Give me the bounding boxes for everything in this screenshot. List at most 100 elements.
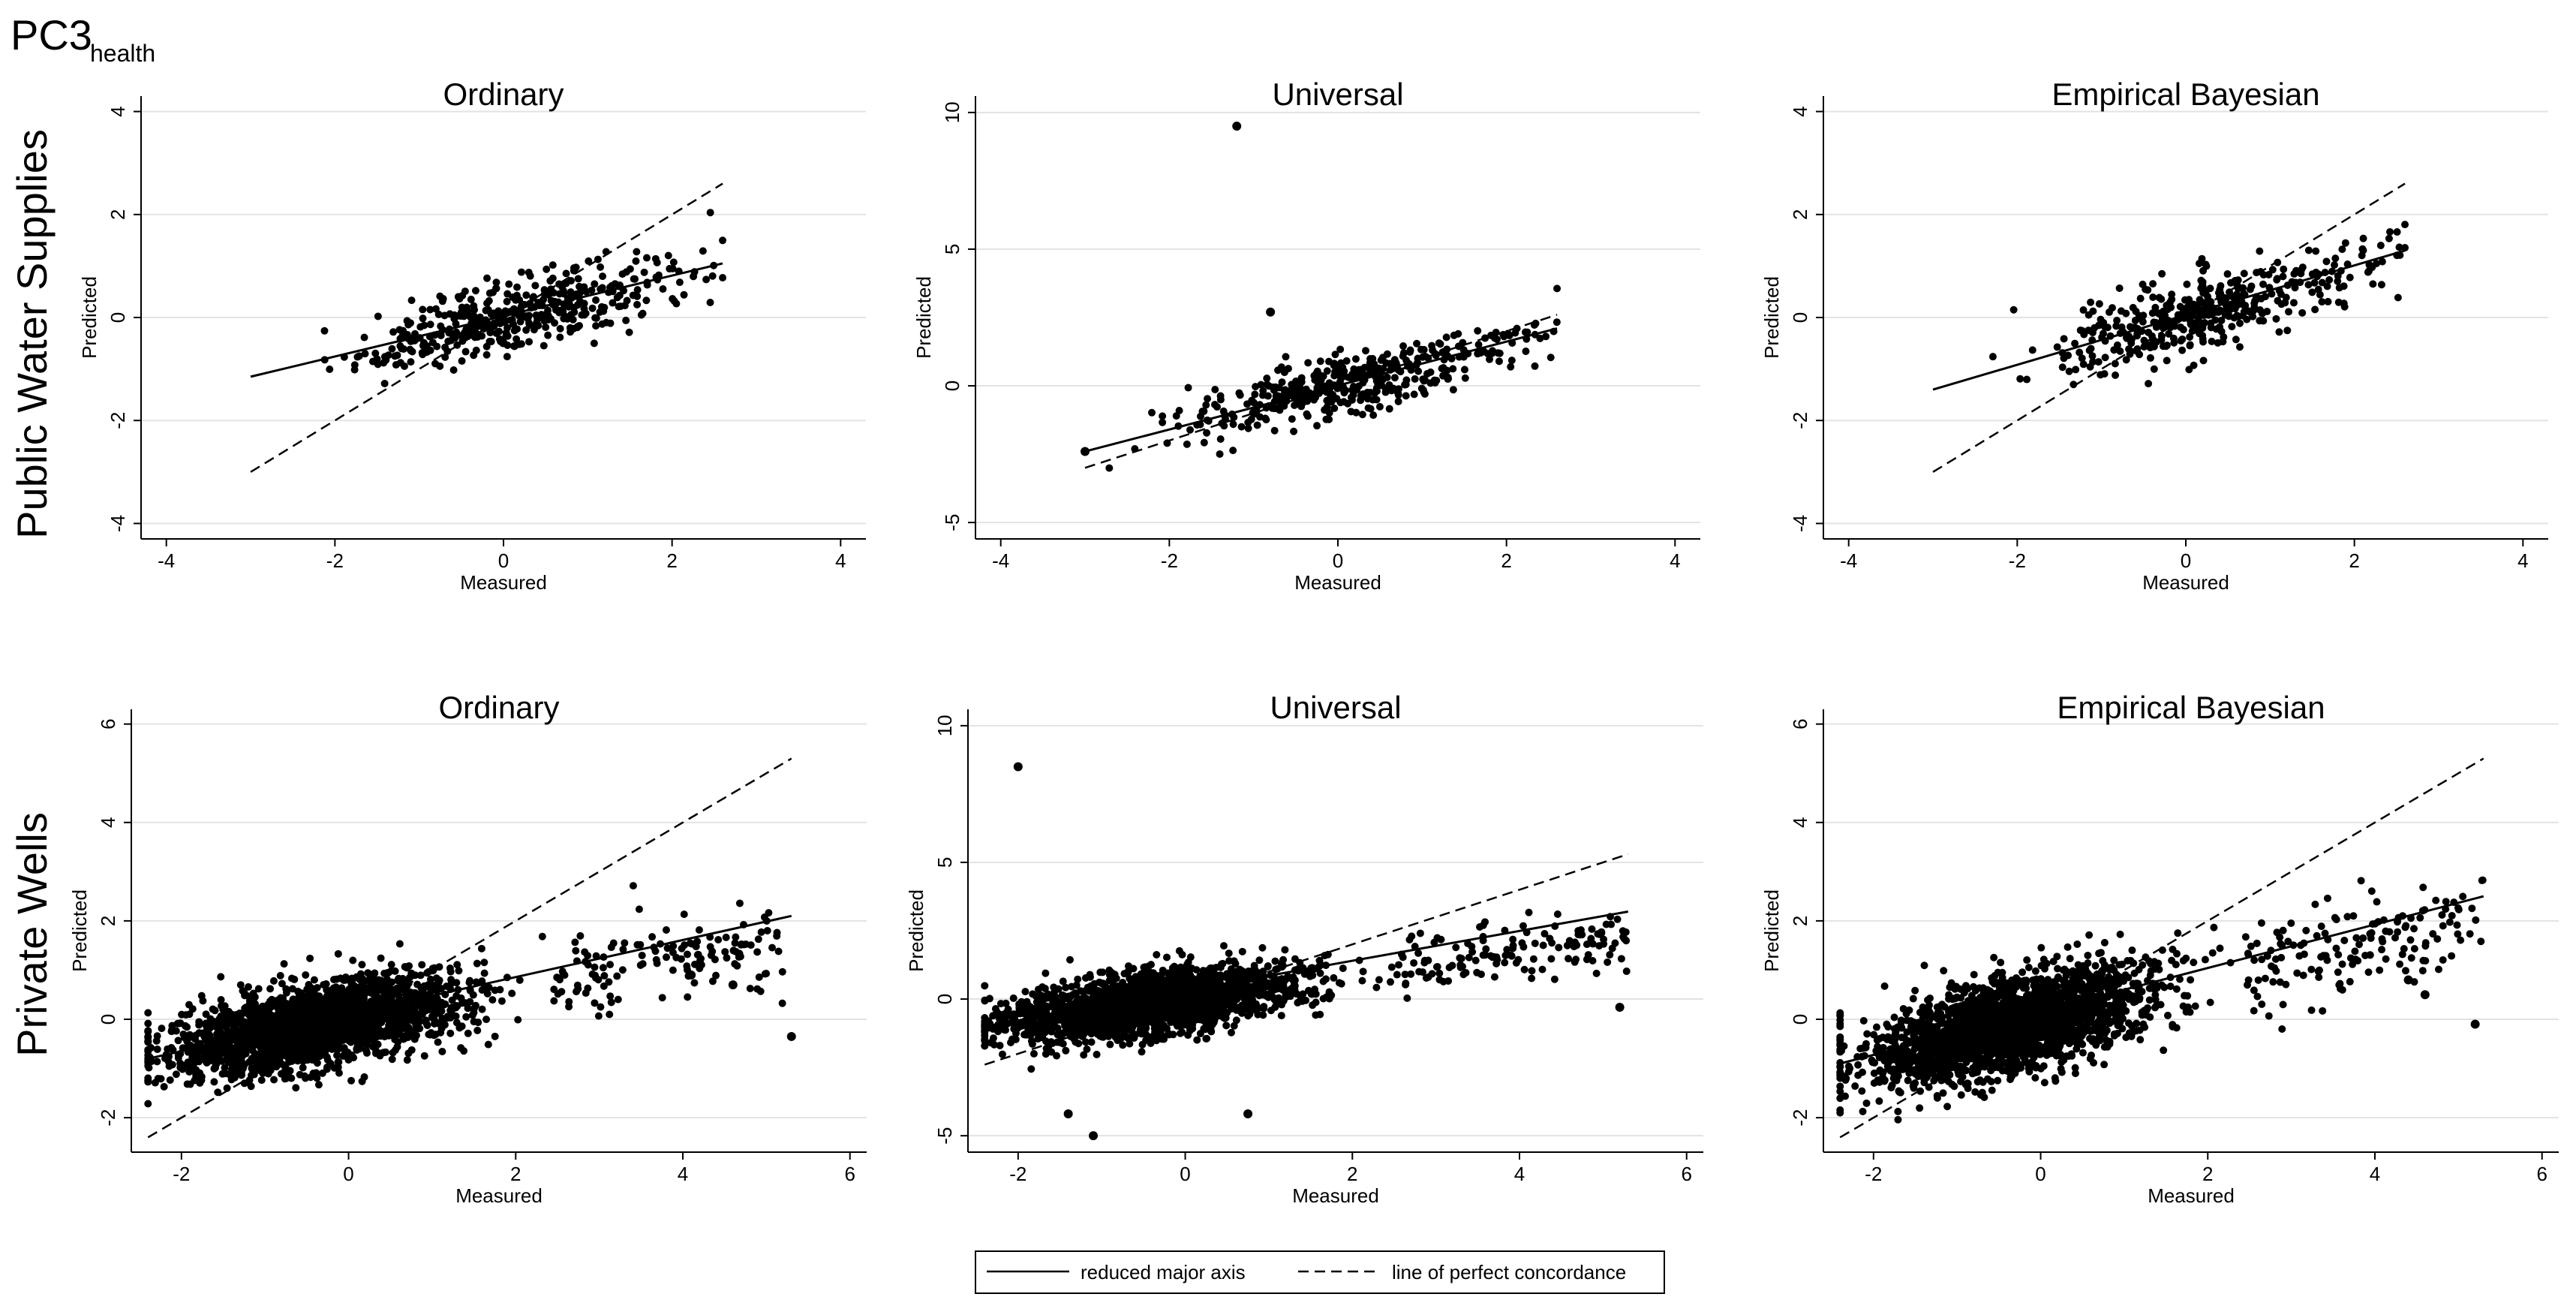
data-point — [409, 971, 417, 980]
data-point — [359, 977, 367, 986]
data-point — [419, 351, 427, 359]
data-point — [690, 979, 699, 987]
data-point — [629, 882, 637, 890]
data-point — [2211, 308, 2220, 316]
data-point — [452, 979, 461, 987]
data-point — [2228, 323, 2236, 331]
data-point — [391, 352, 399, 360]
data-point — [483, 274, 491, 282]
data-point — [1298, 387, 1306, 395]
data-point — [380, 969, 389, 977]
data-point — [2325, 275, 2334, 284]
data-point — [1410, 390, 1418, 399]
data-point — [546, 277, 555, 285]
data-point — [2359, 234, 2367, 242]
data-point — [314, 1081, 323, 1089]
data-point — [306, 954, 314, 962]
data-point — [525, 311, 533, 320]
data-point — [1248, 396, 1256, 405]
data-point — [1229, 420, 1237, 429]
data-point — [2394, 293, 2402, 302]
data-point — [488, 288, 497, 296]
x-tick-label: 4 — [835, 549, 846, 572]
data-point — [510, 342, 519, 351]
data-point — [651, 254, 660, 263]
data-point — [1390, 374, 1399, 382]
data-point — [412, 1023, 420, 1031]
data-point — [1456, 961, 1465, 969]
x-axis-label: Measured — [1294, 571, 1381, 594]
data-point — [570, 303, 578, 311]
data-point — [1486, 355, 1494, 363]
data-point — [2217, 281, 2225, 290]
data-point — [1258, 943, 1267, 952]
data-point — [525, 338, 534, 346]
data-point — [2283, 327, 2292, 335]
data-point — [1550, 975, 1559, 983]
data-point — [1406, 347, 1414, 355]
data-point — [470, 305, 479, 314]
data-point — [308, 1030, 317, 1038]
data-point — [561, 971, 569, 980]
data-point — [353, 353, 362, 361]
data-point — [472, 346, 480, 354]
data-point — [664, 251, 672, 260]
data-point — [371, 976, 380, 984]
data-point — [2016, 375, 2024, 383]
data-point — [532, 311, 540, 319]
data-point — [270, 1076, 278, 1084]
x-tick-label: 0 — [498, 549, 509, 572]
data-point — [2110, 346, 2118, 354]
data-point — [407, 296, 416, 305]
data-point — [370, 986, 378, 995]
concordance-line — [1932, 182, 2406, 473]
data-point — [711, 955, 719, 964]
data-point — [753, 985, 762, 993]
data-point — [2279, 272, 2287, 281]
data-point — [313, 1059, 321, 1067]
data-point — [332, 983, 340, 992]
data-point — [2401, 221, 2409, 229]
data-point — [1323, 403, 1331, 411]
data-point — [470, 1018, 478, 1026]
data-point — [606, 319, 615, 327]
data-point — [669, 258, 678, 266]
data-point — [491, 1032, 499, 1040]
data-point — [1622, 967, 1631, 976]
data-point — [242, 1049, 250, 1058]
x-axis-label: Measured — [460, 571, 547, 594]
x-tick-label: 2 — [1501, 549, 1511, 572]
data-point — [517, 268, 525, 276]
data-point — [338, 998, 347, 1007]
data-point — [388, 1055, 396, 1064]
data-point — [2028, 346, 2036, 354]
data-point — [2161, 311, 2169, 320]
data-point — [2108, 304, 2116, 312]
data-point — [1344, 373, 1352, 381]
data-point — [2268, 290, 2276, 298]
data-point — [492, 278, 500, 287]
data-point — [412, 1031, 420, 1040]
data-point — [299, 1064, 307, 1072]
scatter-points — [320, 209, 727, 387]
data-point — [719, 236, 727, 245]
data-point — [1290, 427, 1298, 435]
data-point — [244, 983, 252, 991]
data-point — [418, 1010, 426, 1019]
data-point — [2149, 280, 2157, 288]
data-point — [166, 1076, 174, 1084]
data-point — [654, 271, 663, 279]
data-point — [503, 332, 512, 340]
data-point — [439, 295, 447, 303]
data-point — [2199, 283, 2207, 291]
data-point — [395, 940, 404, 948]
data-point — [2230, 314, 2238, 322]
data-point — [1339, 386, 1348, 394]
data-point — [175, 1019, 183, 1028]
data-point — [388, 345, 396, 353]
x-tick-label: 0 — [1180, 1163, 1190, 1185]
data-point — [291, 1007, 299, 1016]
data-point — [522, 291, 531, 299]
